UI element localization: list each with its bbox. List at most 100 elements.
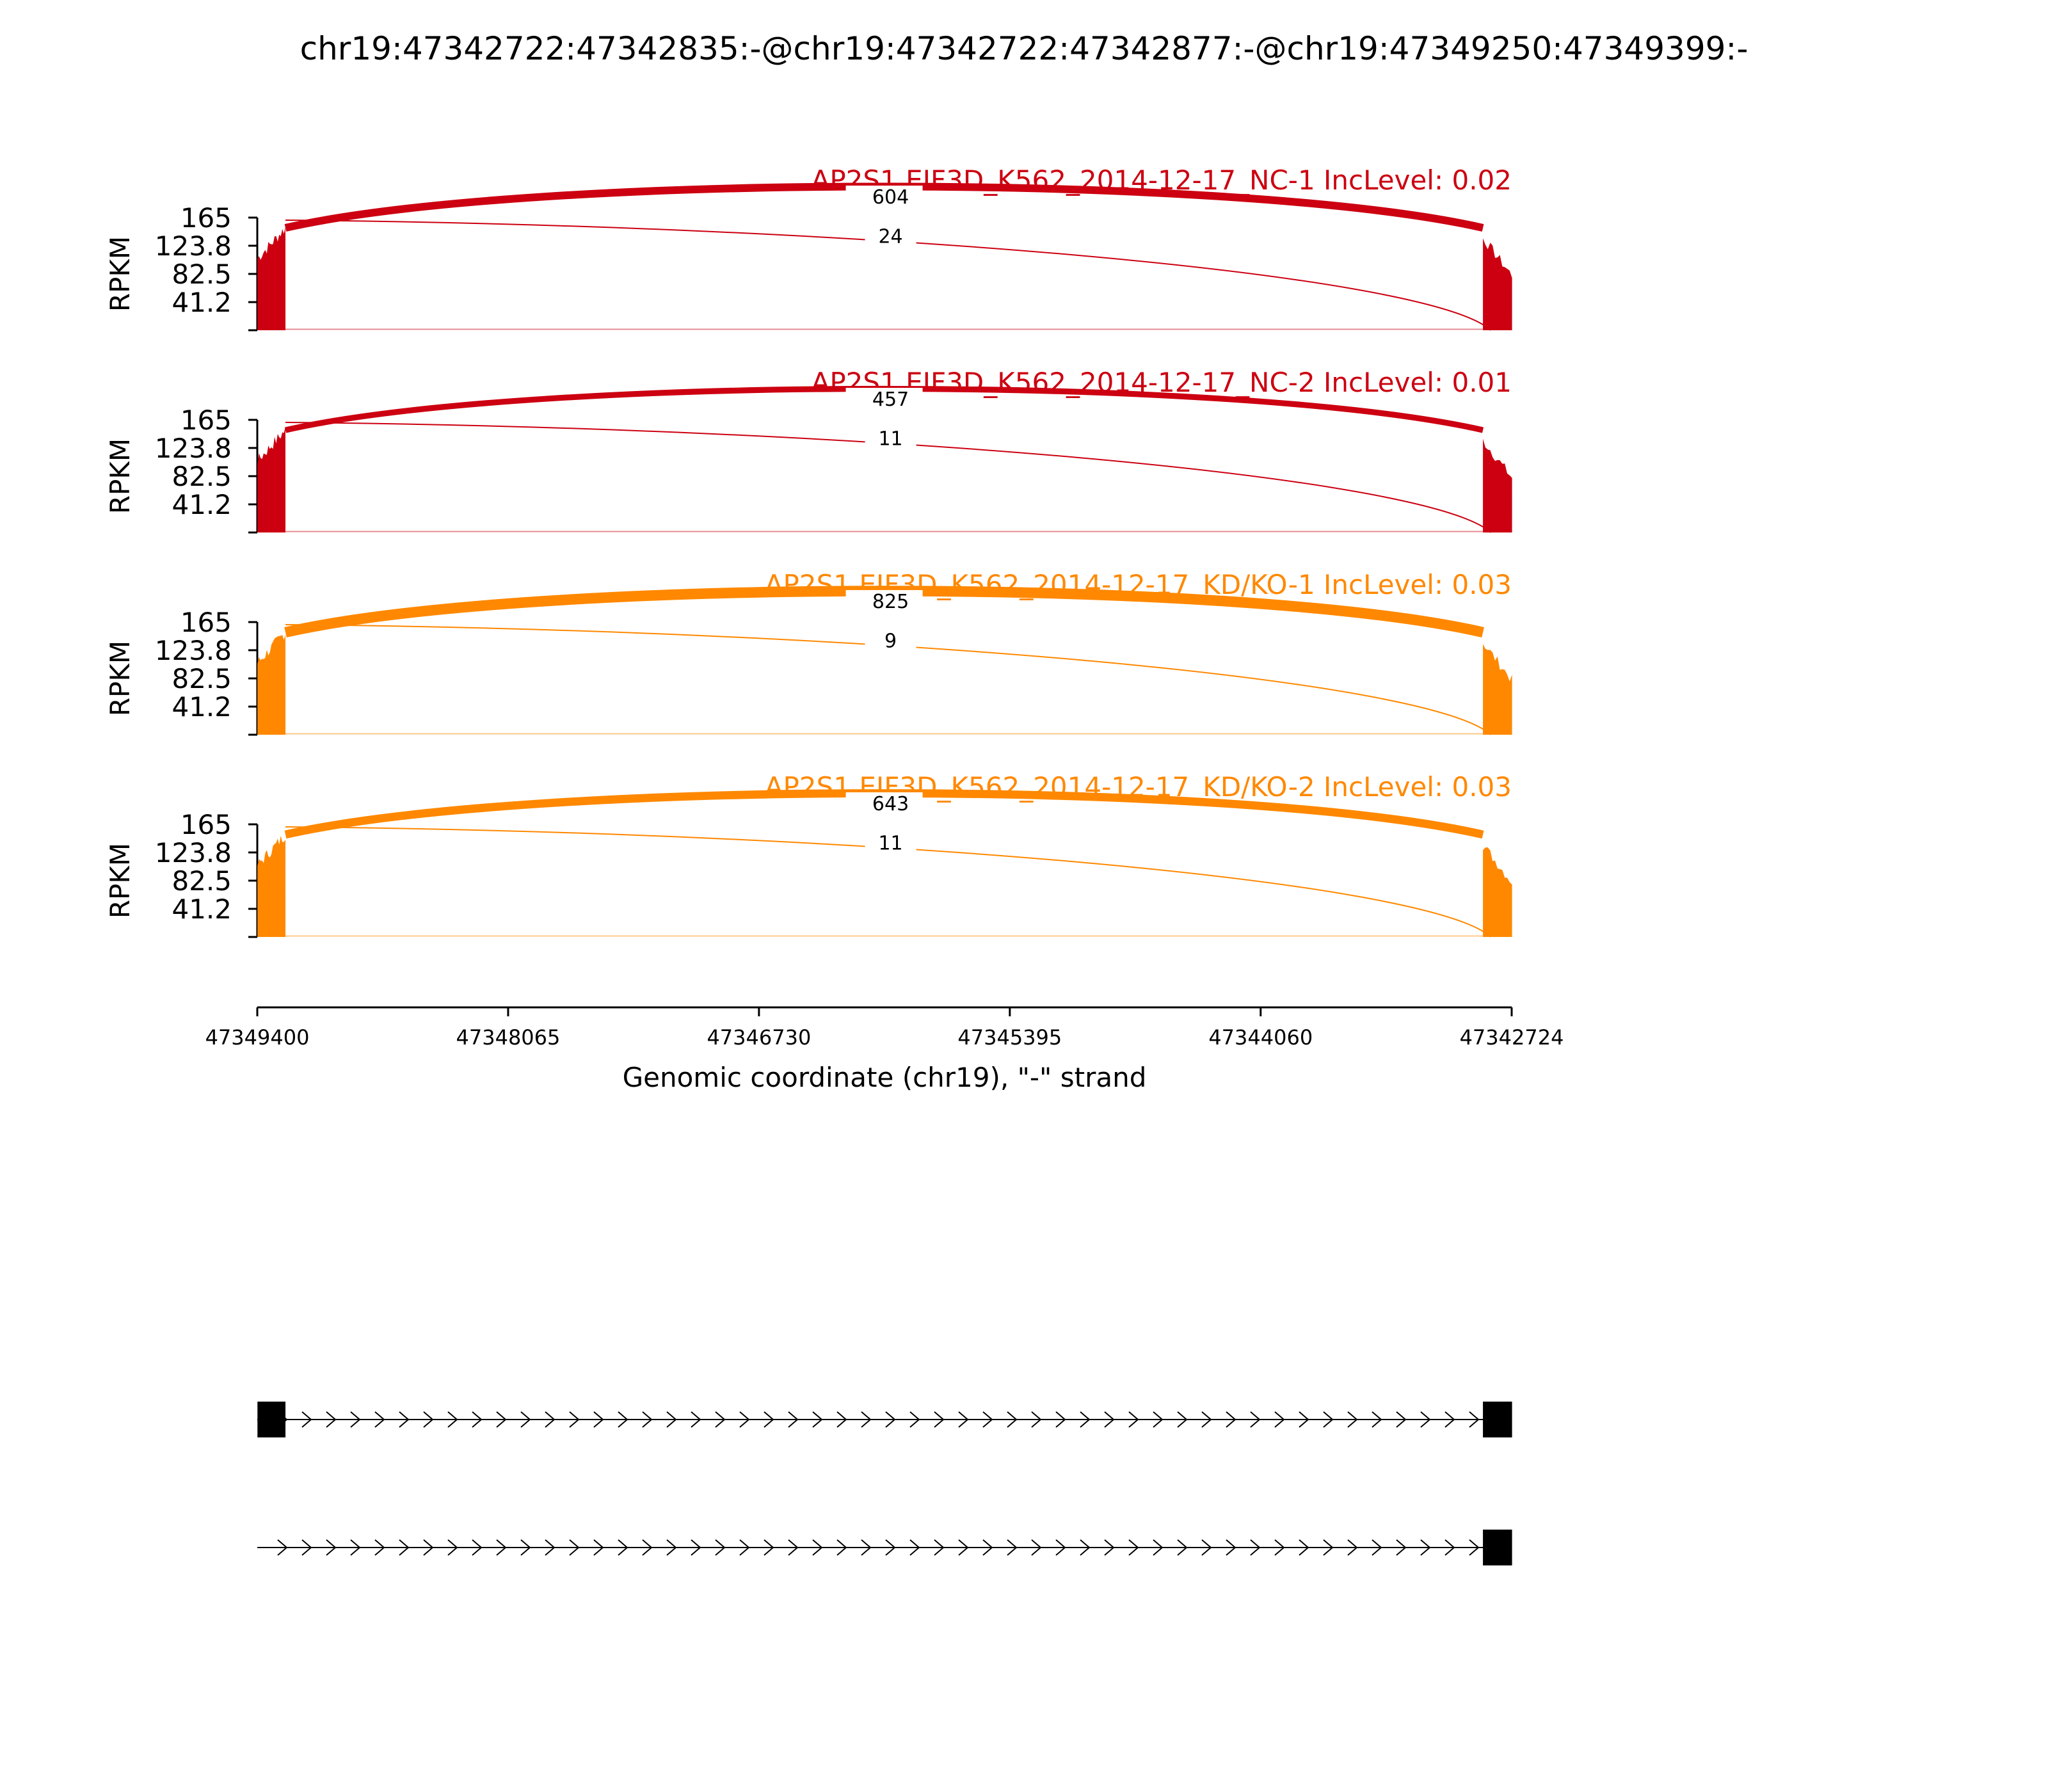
y-tick-label: 165: [180, 809, 232, 840]
y-tick-label: 165: [180, 607, 232, 638]
strand-chevron: [958, 1539, 969, 1556]
strand-chevron: [374, 1539, 385, 1556]
junction-count-minor: 11: [878, 832, 902, 854]
strand-chevron: [1128, 1539, 1139, 1556]
strand-chevron: [326, 1539, 337, 1556]
strand-chevron: [496, 1539, 507, 1556]
y-tick-label: 123.8: [155, 230, 232, 262]
y-tick-label: 82.5: [172, 461, 232, 492]
x-tick-label: 47345395: [957, 1025, 1062, 1050]
strand-chevron: [982, 1539, 993, 1556]
y-tick-label: 41.2: [172, 489, 232, 520]
strand-chevron: [1007, 1411, 1018, 1428]
junction-count-major: 457: [872, 388, 909, 411]
strand-chevron: [472, 1411, 483, 1428]
strand-chevron: [1444, 1411, 1455, 1428]
strand-chevron: [1128, 1411, 1139, 1428]
junction-count-bg: [865, 834, 916, 858]
strand-chevron: [593, 1411, 604, 1428]
strand-chevron: [326, 1411, 337, 1428]
strand-chevron: [569, 1411, 580, 1428]
x-tick-label: 47342724: [1460, 1025, 1564, 1050]
strand-chevron: [1444, 1539, 1455, 1556]
exon-block: [1483, 1530, 1512, 1565]
exon-block: [1483, 1402, 1512, 1437]
strand-chevron: [1104, 1539, 1115, 1556]
strand-chevron: [909, 1539, 920, 1556]
strand-chevron: [520, 1411, 531, 1428]
strand-chevron: [934, 1539, 945, 1556]
y-tick-label: 123.8: [155, 635, 232, 666]
strand-chevron: [666, 1539, 677, 1556]
strand-chevron: [399, 1539, 410, 1556]
strand-chevron: [764, 1411, 774, 1428]
coverage-exon-downstream: [1483, 438, 1512, 532]
strand-chevron: [666, 1411, 677, 1428]
strand-chevron: [909, 1411, 920, 1428]
strand-chevron: [447, 1411, 458, 1428]
strand-chevron: [1153, 1539, 1164, 1556]
strand-chevron: [618, 1539, 628, 1556]
strand-chevron: [642, 1539, 653, 1556]
x-tick-label: 47344060: [1208, 1025, 1313, 1050]
strand-chevron: [399, 1411, 410, 1428]
strand-chevron: [423, 1539, 434, 1556]
coverage-exon-downstream: [1483, 847, 1512, 937]
strand-chevron: [1055, 1411, 1066, 1428]
strand-chevron: [496, 1411, 507, 1428]
junction-arc-minor: [285, 422, 1492, 533]
x-tick-label: 47349400: [205, 1025, 310, 1050]
strand-chevron: [934, 1411, 945, 1428]
strand-chevron: [691, 1411, 701, 1428]
y-tick-label: 123.8: [155, 837, 232, 868]
strand-chevron: [374, 1411, 385, 1428]
strand-chevron: [277, 1539, 288, 1556]
strand-chevron: [1347, 1539, 1358, 1556]
strand-chevron: [301, 1411, 312, 1428]
strand-chevron: [545, 1411, 556, 1428]
junction-count-major: 604: [872, 186, 909, 209]
junction-count-bg: [845, 186, 923, 211]
strand-chevron: [1469, 1411, 1480, 1428]
junction-count-bg: [865, 227, 916, 251]
track-3: AP2S1 EIF3D_K562_2014-12-17_KD/KO-1 IncL…: [104, 569, 1512, 736]
strand-chevron: [1177, 1539, 1188, 1556]
strand-chevron: [301, 1539, 312, 1556]
strand-chevron: [788, 1539, 799, 1556]
y-tick-label: 82.5: [172, 259, 232, 290]
strand-chevron: [1274, 1411, 1285, 1428]
strand-chevron: [764, 1539, 774, 1556]
strand-chevron: [1226, 1539, 1236, 1556]
junction-arc-minor: [285, 826, 1492, 938]
junction-count-minor: 24: [878, 225, 902, 248]
y-axis-title: RPKM: [104, 438, 136, 514]
strand-chevron: [1396, 1539, 1407, 1556]
junction-count-major: 825: [872, 591, 909, 613]
strand-chevron: [447, 1539, 458, 1556]
y-tick-label: 165: [180, 404, 232, 436]
coverage-exon-upstream: [257, 634, 286, 735]
strand-chevron: [1299, 1539, 1309, 1556]
strand-chevron: [1323, 1539, 1334, 1556]
strand-chevron: [1347, 1411, 1358, 1428]
strand-chevron: [812, 1411, 823, 1428]
y-tick-label: 41.2: [172, 287, 232, 318]
strand-chevron: [472, 1539, 483, 1556]
junction-count-minor: 9: [884, 630, 897, 652]
strand-chevron: [1031, 1539, 1042, 1556]
track-4: AP2S1 EIF3D_K562_2014-12-17_KD/KO-2 IncL…: [104, 771, 1512, 938]
exon-block: [257, 1402, 286, 1437]
strand-chevron: [545, 1539, 556, 1556]
isoform-1: [257, 1402, 1512, 1437]
x-tick-label: 47346730: [707, 1025, 811, 1050]
track-2: AP2S1 EIF3D_K562_2014-12-17_NC-2 IncLeve…: [104, 367, 1512, 534]
junction-count-bg: [865, 632, 916, 655]
y-tick-label: 41.2: [172, 691, 232, 723]
strand-chevron: [691, 1539, 701, 1556]
coverage-tracks: AP2S1 EIF3D_K562_2014-12-17_NC-1 IncLeve…: [104, 164, 1512, 938]
